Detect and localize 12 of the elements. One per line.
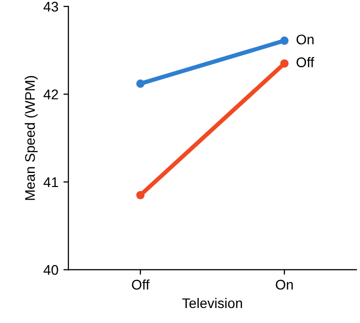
point	[280, 36, 289, 45]
point	[136, 80, 145, 88]
y-axis-title: Mean Speed (WPM)	[24, 76, 38, 200]
point	[280, 59, 289, 68]
point	[136, 190, 145, 200]
x-axis-title: Television	[182, 298, 242, 308]
y-tick-label: 41	[44, 177, 58, 187]
series-label: On	[296, 34, 314, 44]
series-label: Off	[296, 57, 314, 68]
y-tick-label: 40	[44, 265, 58, 275]
y-tick-label: 43	[44, 2, 58, 12]
y-tick-label: 42	[44, 90, 58, 100]
